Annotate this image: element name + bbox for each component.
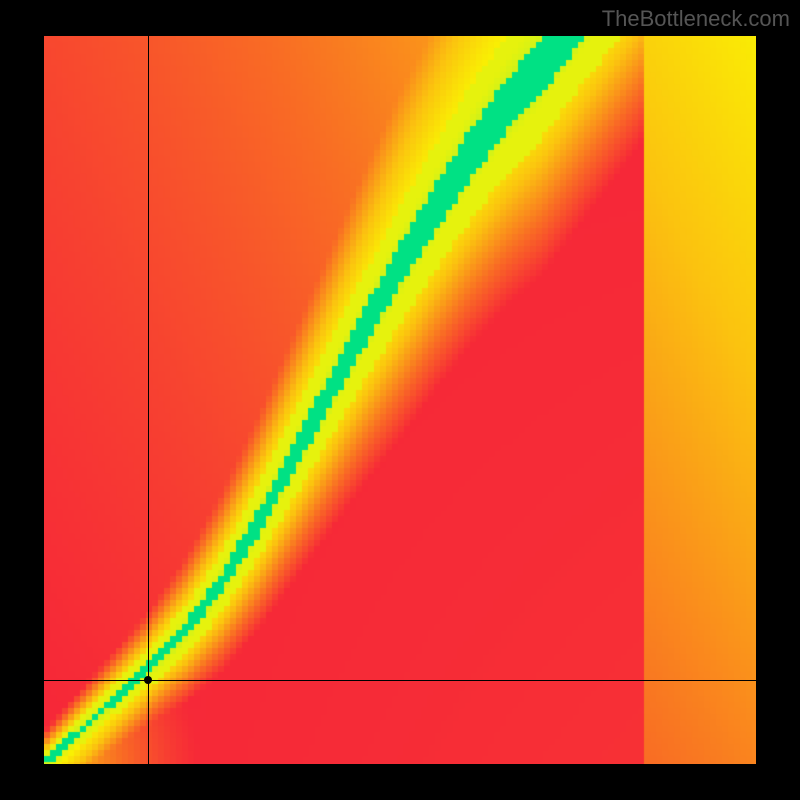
watermark-text: TheBottleneck.com: [602, 6, 790, 32]
heatmap-canvas: [44, 36, 756, 764]
heatmap-plot: [44, 36, 756, 764]
chart-container: TheBottleneck.com: [0, 0, 800, 800]
crosshair-marker: [144, 676, 152, 684]
crosshair-vertical: [148, 36, 149, 764]
